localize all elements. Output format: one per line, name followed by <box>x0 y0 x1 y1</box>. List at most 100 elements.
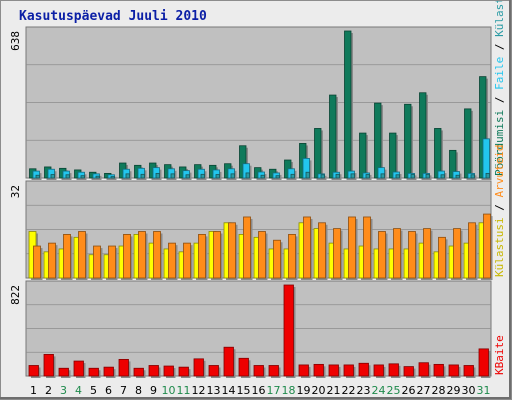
day-label-22: 22 <box>342 384 356 397</box>
y-max-label-3: 822 <box>9 285 22 305</box>
bar-kulastuskulgi-17-shadow <box>278 177 282 180</box>
bar-kulastuskulgi-30 <box>470 174 475 179</box>
bar-poordumisi-25 <box>389 132 397 179</box>
bar-poordumisi-21 <box>329 94 337 179</box>
bar-arvuteid-15 <box>243 216 251 279</box>
bar-kulastuskulgi-10 <box>170 173 175 179</box>
bar-kulastuskulgi-4-shadow <box>83 177 87 180</box>
bar-faile-31 <box>482 138 490 179</box>
bar-arvuteid-17 <box>273 239 281 279</box>
bar-arvuteid-9 <box>153 231 161 279</box>
bar-kulastuskulgi-23 <box>365 174 370 179</box>
bar-kulastuskulgi-9 <box>155 172 160 179</box>
day-label-7: 7 <box>120 384 127 397</box>
bar-arvuteid-27 <box>423 228 431 279</box>
bar-arvuteid-24 <box>378 231 386 279</box>
bar-poordumisi-28 <box>434 128 442 179</box>
bar-kbaite-20 <box>313 363 324 377</box>
bar-arvuteid-8 <box>138 231 146 279</box>
bar-kulastuskulgi-14 <box>230 173 235 179</box>
bar-arvuteid-18 <box>288 234 296 279</box>
bar-kulastuskulgi-13 <box>215 174 220 179</box>
bar-kbaite-9 <box>148 365 159 377</box>
bar-kulastuskulgi-26 <box>410 174 415 179</box>
bar-kulastuskulgi-15 <box>245 172 250 179</box>
bar-arvuteid-5 <box>93 245 101 279</box>
bar-kulastuskulgi-8 <box>140 173 145 179</box>
legend-separator: / <box>493 198 506 218</box>
bar-poordumisi-22 <box>344 30 352 179</box>
bar-kulastuskulgi-25 <box>395 174 400 179</box>
day-label-23: 23 <box>357 384 371 397</box>
bar-kulastuskulgi-1 <box>35 174 40 179</box>
day-label-9: 9 <box>150 384 157 397</box>
bar-arvuteid-26 <box>408 231 416 279</box>
bar-kbaite-1 <box>28 365 39 377</box>
bar-kbaite-28 <box>433 363 444 377</box>
legend-item-arvuteid: Arvuteid <box>493 145 506 198</box>
bar-poordumisi-30 <box>464 108 472 179</box>
bar-kbaite-24 <box>373 364 384 377</box>
bar-poordumisi-26 <box>404 103 412 179</box>
bar-arvuteid-20 <box>318 222 326 279</box>
bar-kulastuskulgi-16-shadow <box>263 177 267 180</box>
bar-kulastuskulgi-1-shadow <box>38 177 42 180</box>
day-label-3: 3 <box>60 384 67 397</box>
bar-arvuteid-22 <box>348 216 356 279</box>
legend-separator: / <box>493 90 506 110</box>
bar-kbaite-5 <box>88 367 99 377</box>
bar-kulastuskulgi-21 <box>335 173 340 179</box>
day-label-17: 17 <box>267 384 281 397</box>
bar-kulastuskulgi-17 <box>275 175 280 179</box>
bar-kbaite-2 <box>43 354 54 377</box>
bar-kulastuskulgi-6-shadow <box>113 178 117 180</box>
bar-poordumisi-20 <box>314 128 322 179</box>
bar-arvuteid-19 <box>303 216 311 279</box>
day-label-15: 15 <box>237 384 251 397</box>
bar-kbaite-4 <box>73 360 84 377</box>
bar-kbaite-8 <box>133 367 144 377</box>
bar-kbaite-14 <box>223 346 234 377</box>
bar-arvuteid-3 <box>63 234 71 279</box>
bar-arvuteid-1 <box>33 245 41 279</box>
day-label-21: 21 <box>327 384 341 397</box>
bar-arvuteid-10 <box>168 242 176 279</box>
bar-kulastuskulgi-5 <box>95 175 100 179</box>
bar-arvuteid-2 <box>48 242 56 279</box>
day-label-27: 27 <box>417 384 431 397</box>
bar-kbaite-18 <box>283 284 294 377</box>
y-max-label-2: 32 <box>9 185 22 198</box>
day-label-20: 20 <box>312 384 326 397</box>
legend-item-kulastuskulgi: Külastuskülgi <box>493 1 506 37</box>
day-label-2: 2 <box>45 384 52 397</box>
legend-separator: / <box>493 37 506 57</box>
bar-kulastuskulgi-12 <box>200 173 205 179</box>
day-label-12: 12 <box>192 384 206 397</box>
chart-title: Kasutuspäevad Juuli 2010 <box>19 9 207 24</box>
day-label-13: 13 <box>207 384 221 397</box>
bar-kbaite-7 <box>118 358 129 377</box>
bar-poordumisi-23 <box>359 132 367 179</box>
bar-kulastuskulgi-6 <box>110 176 115 179</box>
bar-kbaite-27 <box>418 362 429 377</box>
bar-arvuteid-30 <box>468 222 476 279</box>
bar-arvuteid-28 <box>438 236 446 279</box>
bar-kulastuskulgi-19 <box>305 171 310 179</box>
bar-arvuteid-14 <box>228 222 236 279</box>
bar-kbaite-3 <box>58 367 69 377</box>
bar-arvuteid-21 <box>333 228 341 279</box>
bar-kbaite-15 <box>238 357 249 377</box>
legend-item-poordumisi: Pöördumisi <box>493 110 506 176</box>
day-label-29: 29 <box>447 384 461 397</box>
bar-kulastuskulgi-28 <box>440 174 445 179</box>
day-label-11: 11 <box>177 384 191 397</box>
bar-kulastuskulgi-29 <box>455 174 460 179</box>
day-label-5: 5 <box>90 384 97 397</box>
legend-top: Pöördumisi / Faile / Külastuskülgi <box>493 1 506 176</box>
legend-middle: Külastusi / Arvuteid <box>493 145 506 277</box>
bar-arvuteid-16 <box>258 231 266 279</box>
bar-kulastuskulgi-31 <box>485 172 490 179</box>
legend-item-kbaite: KBaite <box>493 335 506 375</box>
legend-item-kulastusi: Külastusi <box>493 217 506 277</box>
